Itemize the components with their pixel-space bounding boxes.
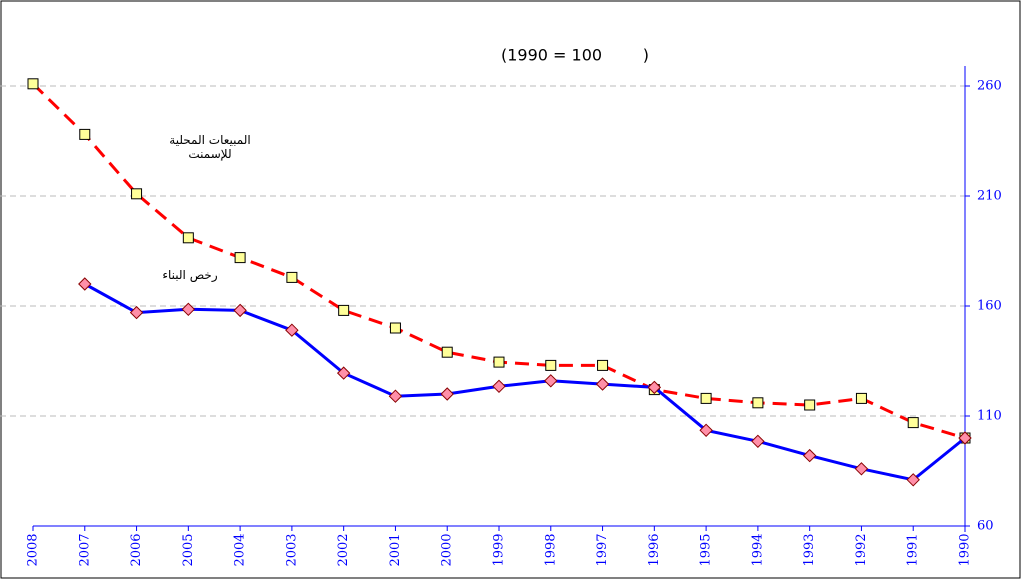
marker xyxy=(958,431,972,445)
x-tick-label: 1999 xyxy=(492,533,507,566)
marker xyxy=(907,417,919,429)
marker xyxy=(597,359,609,371)
marker xyxy=(131,188,143,200)
x-tick-label: 1992 xyxy=(854,533,869,566)
marker xyxy=(182,232,194,244)
series-annotation: رخص البناء xyxy=(162,268,218,282)
marker xyxy=(595,377,610,391)
marker xyxy=(388,389,403,403)
marker xyxy=(389,322,401,334)
x-tick-label: 2004 xyxy=(233,533,248,566)
marker xyxy=(802,448,817,463)
marker xyxy=(647,380,662,395)
x-tick-label: 2005 xyxy=(181,533,196,566)
x-tick-label: 2003 xyxy=(284,533,299,566)
marker xyxy=(492,379,506,394)
marker xyxy=(441,346,453,358)
marker xyxy=(234,252,246,264)
marker xyxy=(699,423,713,438)
y-tick-label: 60 xyxy=(977,519,994,534)
y-tick-label: 210 xyxy=(977,189,1002,204)
x-tick-label: 1990 xyxy=(958,533,973,566)
marker xyxy=(338,304,350,316)
marker xyxy=(700,392,712,404)
marker xyxy=(751,434,765,449)
marker xyxy=(855,392,867,404)
x-tick-label: 1995 xyxy=(699,533,714,566)
x-tick-label: 2008 xyxy=(26,533,41,566)
series-line xyxy=(84,282,966,482)
y-tick-label: 110 xyxy=(977,409,1002,424)
marker xyxy=(27,78,39,90)
marker xyxy=(493,356,505,368)
marker xyxy=(233,303,247,318)
x-tick-label: 2001 xyxy=(388,533,403,566)
x-tick-label: 2007 xyxy=(77,533,92,566)
marker xyxy=(440,387,454,401)
x-tick-label: 1996 xyxy=(647,533,662,566)
marker xyxy=(545,359,557,371)
x-tick-label: 2000 xyxy=(440,533,455,566)
x-tick-label: 1998 xyxy=(543,533,558,566)
x-tick-label: 1991 xyxy=(906,533,921,566)
marker xyxy=(285,323,299,337)
x-tick-label: 1997 xyxy=(595,533,610,566)
marker xyxy=(129,305,144,320)
x-tick-label: 1994 xyxy=(750,533,765,566)
marker xyxy=(78,277,92,291)
marker xyxy=(336,366,351,380)
series-annotation: المبيعات المحلية للإسمنت xyxy=(169,133,251,161)
marker xyxy=(752,397,764,409)
x-tick-label: 1993 xyxy=(802,533,817,566)
x-tick-label: 2002 xyxy=(336,533,351,566)
marker xyxy=(286,271,298,283)
marker xyxy=(544,374,558,388)
x-tick-label: 2006 xyxy=(129,533,144,566)
y-tick-label: 160 xyxy=(977,299,1002,314)
marker xyxy=(906,473,920,487)
y-tick-label: 260 xyxy=(977,79,1002,94)
marker xyxy=(79,128,91,140)
marker xyxy=(854,462,869,476)
marker xyxy=(804,399,816,411)
marker xyxy=(181,302,196,317)
chart-title: (1990 = 100 ) xyxy=(501,46,649,65)
